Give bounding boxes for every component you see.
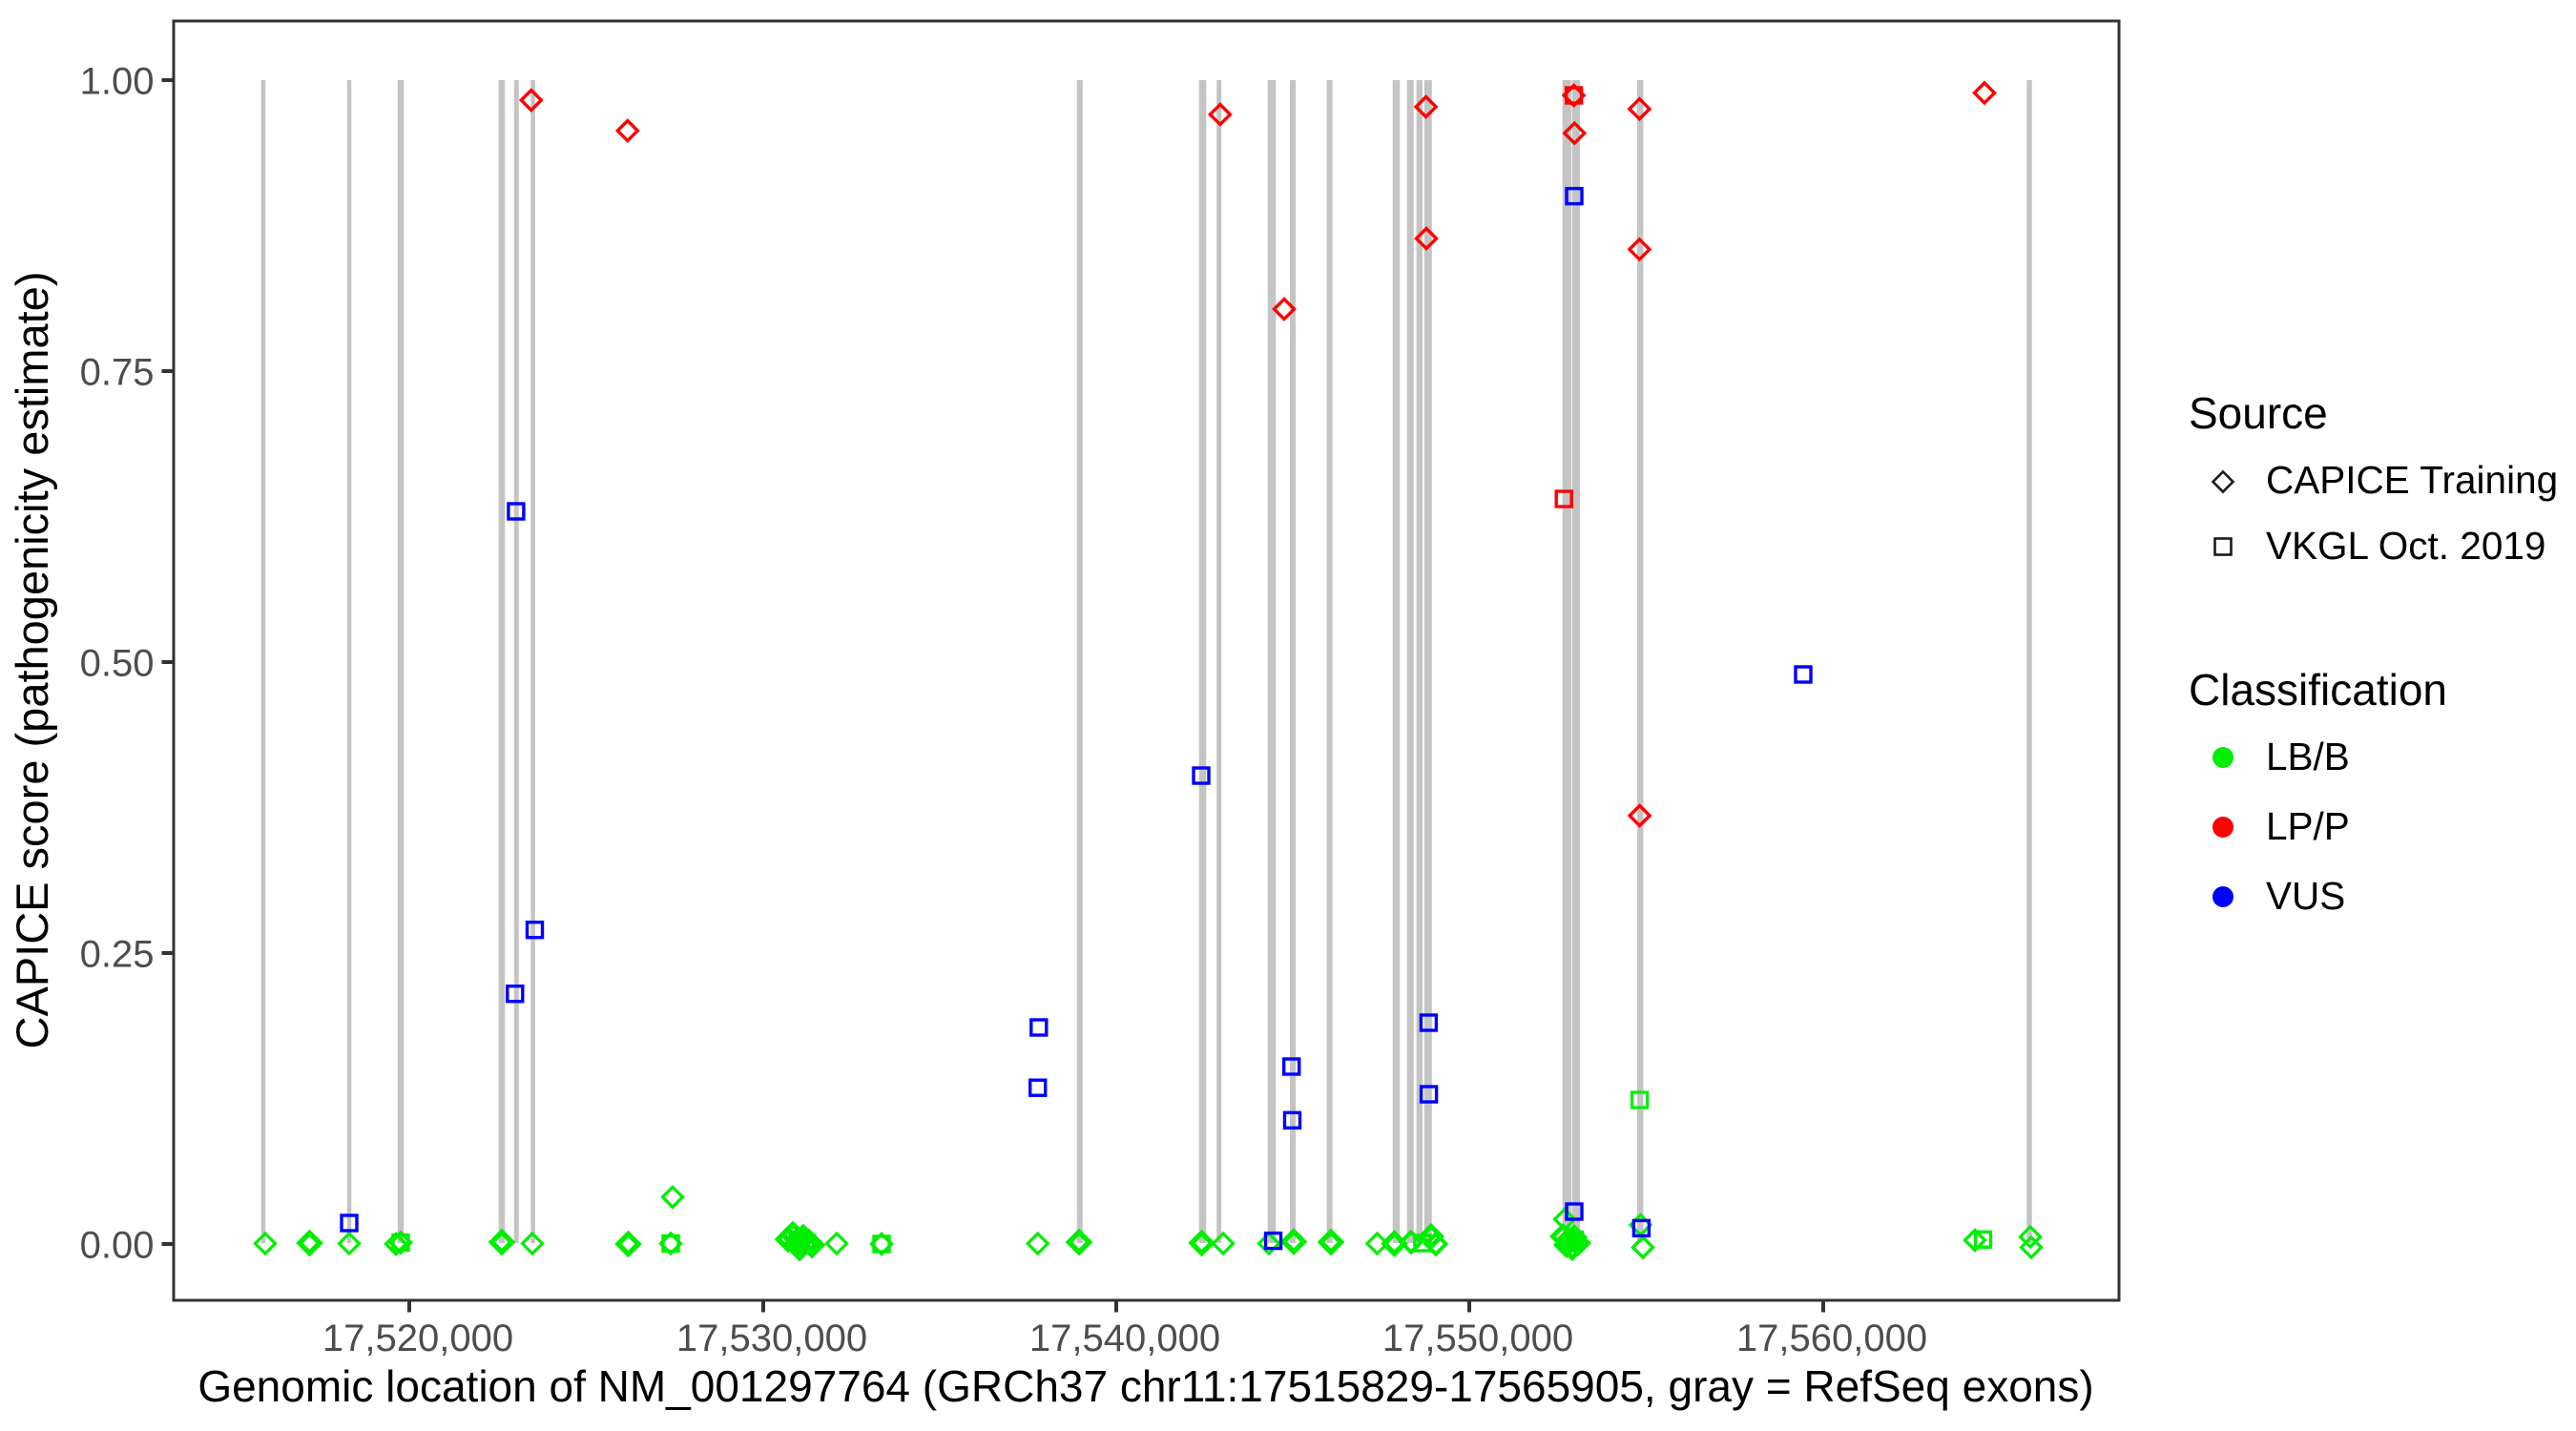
- svg-text:0.00: 0.00: [80, 1225, 155, 1267]
- svg-text:0.50: 0.50: [80, 643, 155, 685]
- svg-text:Source: Source: [2189, 388, 2328, 438]
- svg-text:Classification: Classification: [2189, 665, 2447, 715]
- svg-text:CAPICE score (pathogenicity es: CAPICE score (pathogenicity estimate): [7, 272, 57, 1049]
- svg-text:LP/P: LP/P: [2266, 804, 2350, 848]
- svg-text:0.25: 0.25: [80, 934, 155, 976]
- svg-text:17,540,000: 17,540,000: [1029, 1317, 1220, 1359]
- svg-text:VUS: VUS: [2266, 874, 2345, 918]
- svg-text:17,530,000: 17,530,000: [676, 1317, 867, 1359]
- svg-text:VKGL Oct. 2019: VKGL Oct. 2019: [2266, 524, 2545, 568]
- svg-text:17,560,000: 17,560,000: [1736, 1317, 1927, 1359]
- svg-text:17,550,000: 17,550,000: [1382, 1317, 1573, 1359]
- svg-text:1.00: 1.00: [80, 61, 155, 103]
- svg-text:Genomic location of NM_0012977: Genomic location of NM_001297764 (GRCh37…: [197, 1361, 2093, 1411]
- svg-text:17,520,000: 17,520,000: [322, 1317, 513, 1359]
- svg-text:0.75: 0.75: [80, 352, 155, 394]
- svg-text:LB/B: LB/B: [2266, 735, 2350, 778]
- svg-text:CAPICE Training: CAPICE Training: [2266, 458, 2558, 502]
